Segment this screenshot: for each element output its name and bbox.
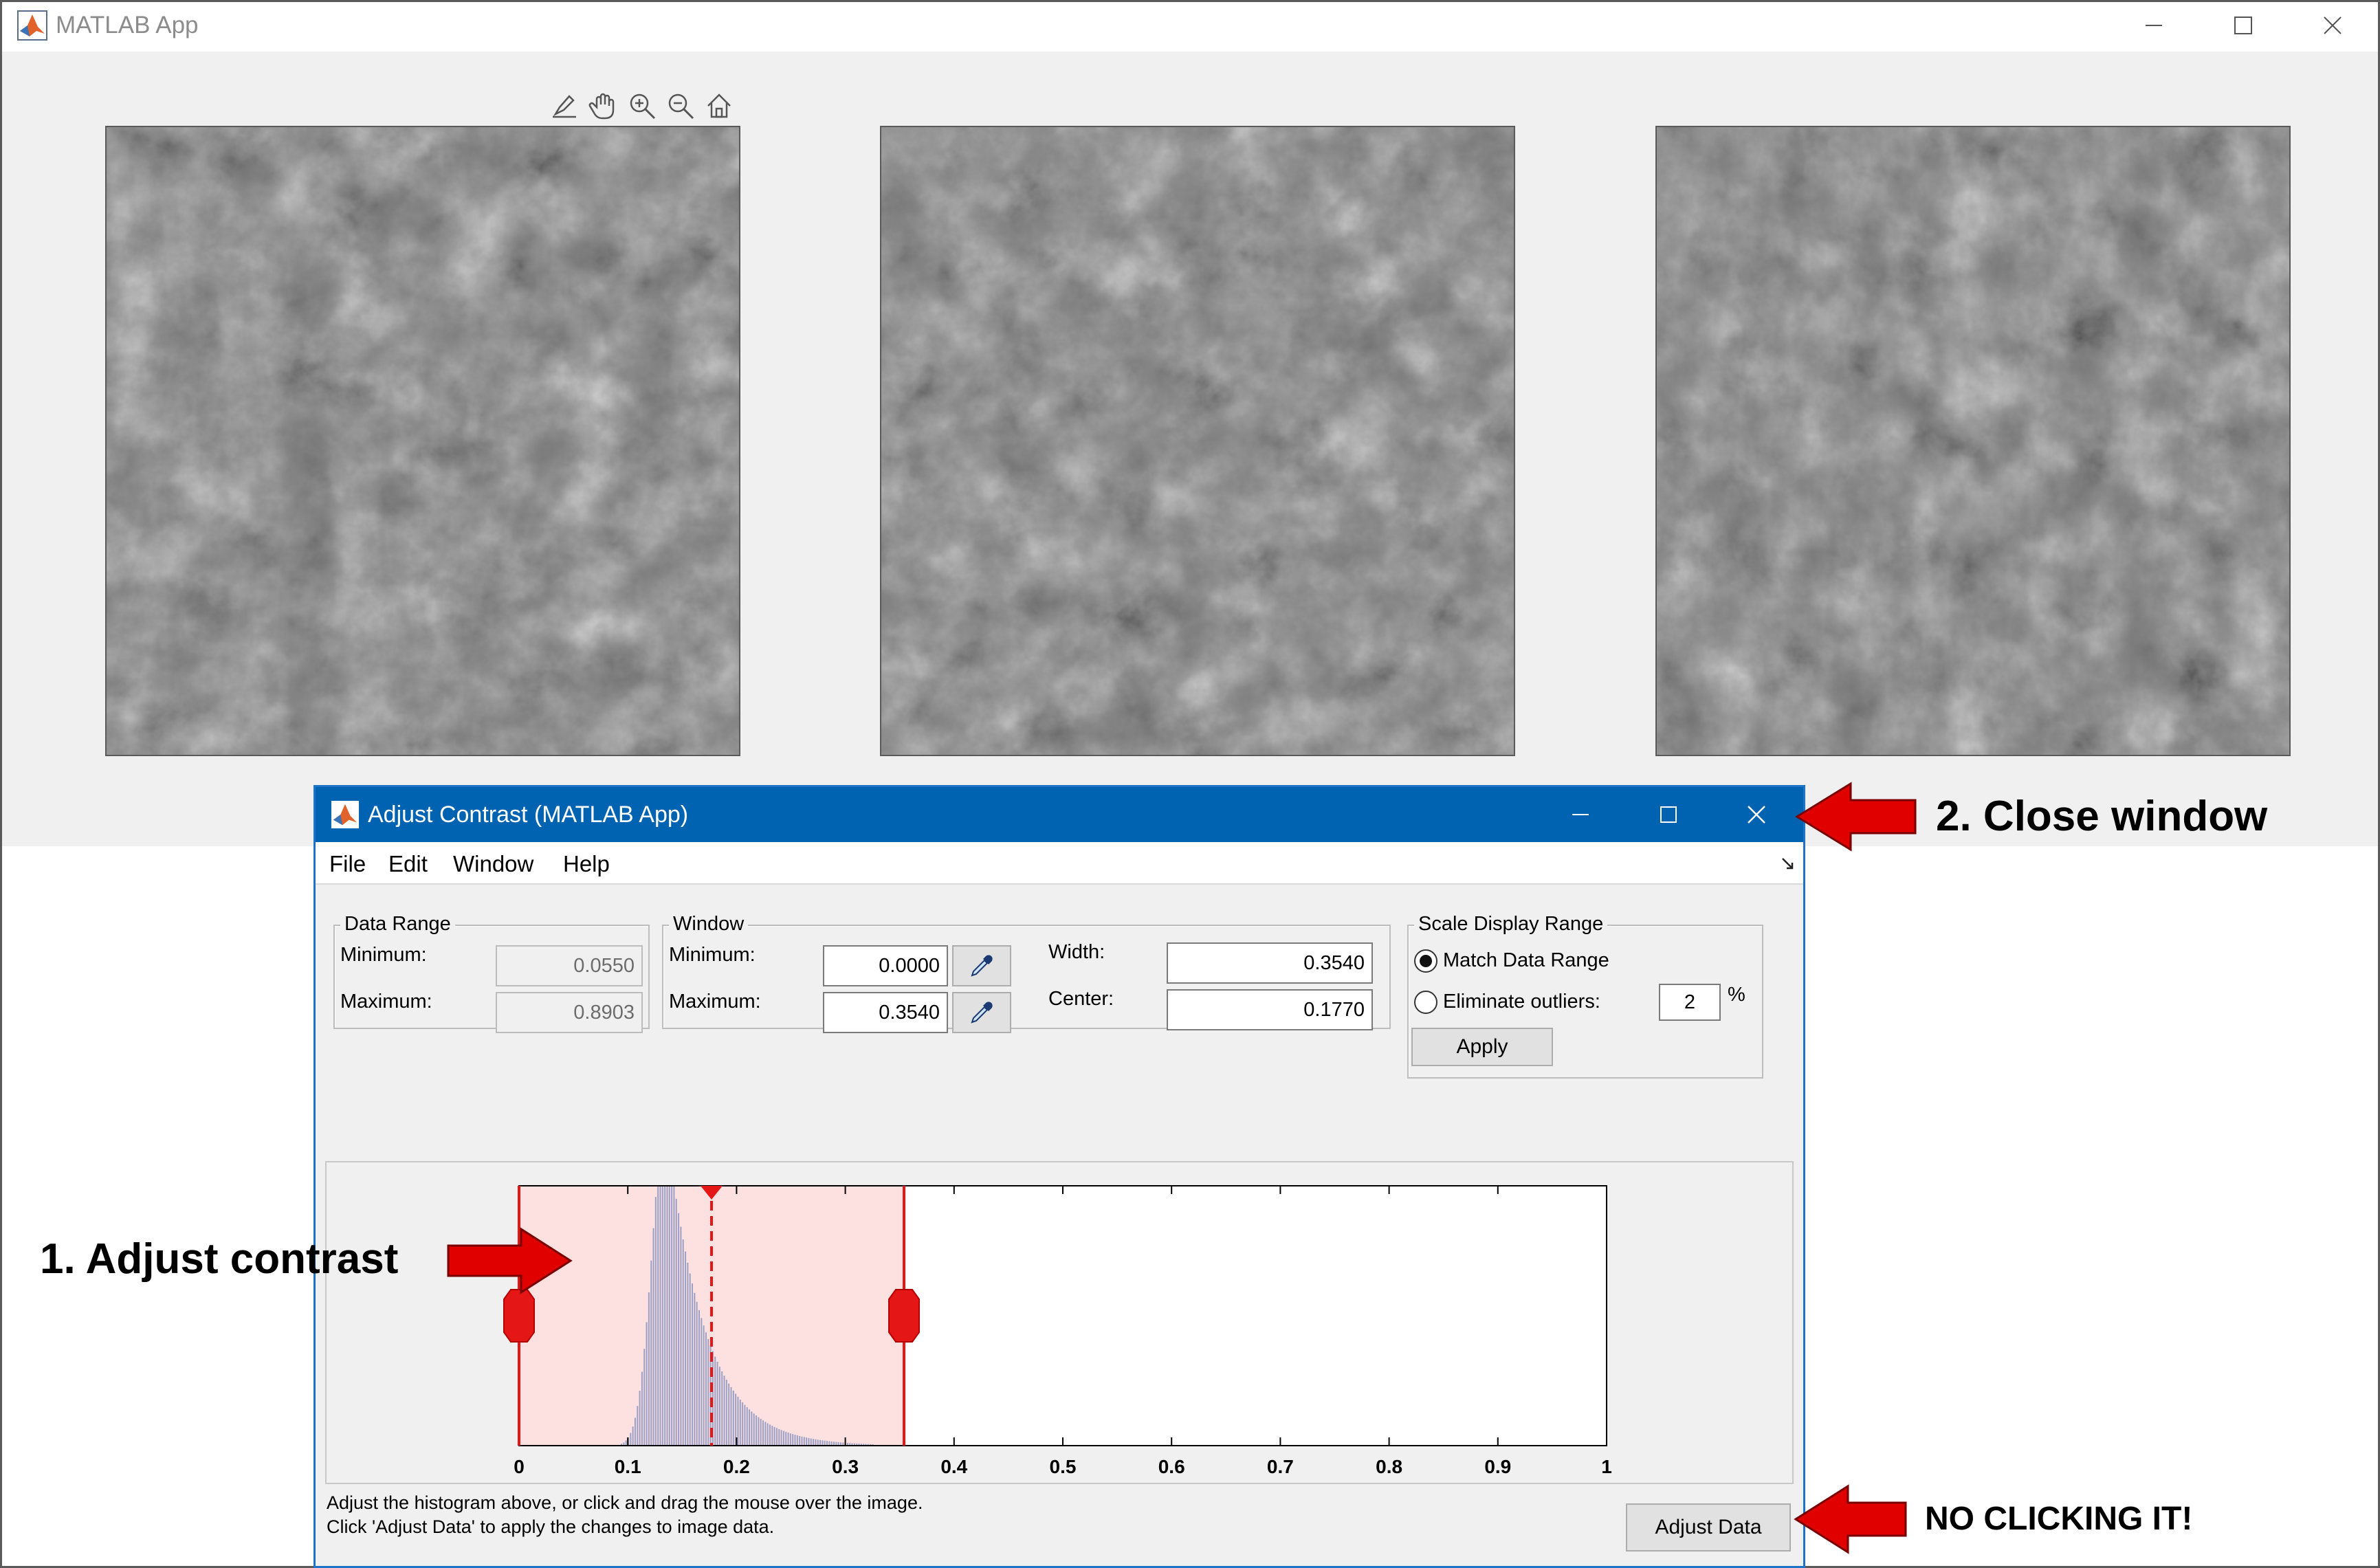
no-click-arrow-icon bbox=[1794, 1484, 1907, 1554]
window-center-handle bbox=[701, 1186, 723, 1200]
maximize-icon bbox=[1660, 806, 1677, 823]
data-range-group: Data Range Minimum: 0.0550 Maximum: 0.89… bbox=[333, 912, 650, 1033]
data-max-label: Maximum: bbox=[340, 991, 432, 1013]
window-center-label: Center: bbox=[1048, 988, 1114, 1010]
image-axes-2[interactable] bbox=[880, 126, 1515, 756]
dialog-minimize-button[interactable] bbox=[1536, 787, 1624, 842]
grayscale-texture-image bbox=[881, 127, 1514, 755]
x-tick-label: 0.2 bbox=[723, 1456, 750, 1477]
pan-tool[interactable] bbox=[585, 87, 622, 124]
apply-button[interactable]: Apply bbox=[1411, 1028, 1553, 1066]
scale-title: Scale Display Range bbox=[1414, 912, 1608, 936]
histogram-axes[interactable]: 0 0.1 0.2 0.3 0.4 0.5 0.6 0.7 0.8 0.9 1 bbox=[327, 1162, 1792, 1483]
histogram-panel: 0 0.1 0.2 0.3 0.4 0.5 0.6 0.7 0.8 0.9 1 bbox=[325, 1161, 1794, 1484]
dock-arrow-icon[interactable] bbox=[1780, 856, 1796, 872]
x-tick-label: 0.5 bbox=[1050, 1456, 1077, 1477]
window-min-label: Minimum: bbox=[669, 944, 756, 966]
adjust-data-button[interactable]: Adjust Data bbox=[1626, 1503, 1791, 1552]
menu-bar: File Edit Window Help bbox=[316, 842, 1803, 885]
eyedropper-icon bbox=[971, 1002, 993, 1024]
match-data-range-radio[interactable] bbox=[1414, 949, 1437, 973]
x-tick-label: 0.1 bbox=[615, 1456, 641, 1477]
data-min-field: 0.0550 bbox=[496, 945, 643, 986]
grayscale-texture-image bbox=[107, 127, 739, 755]
minimize-button[interactable] bbox=[2113, 2, 2195, 49]
matlab-logo-icon bbox=[17, 10, 47, 41]
image-axes-1[interactable] bbox=[105, 126, 740, 756]
instructions-line-1: Adjust the histogram above, or click and… bbox=[327, 1492, 923, 1513]
x-tick-label: 0.4 bbox=[940, 1456, 967, 1477]
menu-edit[interactable]: Edit bbox=[388, 851, 428, 876]
window-width-input[interactable]: 0.3540 bbox=[1167, 942, 1373, 984]
window-max-eyedropper-button[interactable] bbox=[952, 992, 1011, 1033]
annotation-adjust-contrast: 1. Adjust contrast bbox=[40, 1235, 399, 1283]
dialog-titlebar[interactable]: Adjust Contrast (MATLAB App) bbox=[316, 787, 1803, 842]
zoom-in-icon bbox=[630, 93, 656, 120]
x-tick-label: 0.7 bbox=[1267, 1456, 1294, 1477]
window-title: Window bbox=[669, 912, 749, 936]
brush-icon bbox=[553, 95, 576, 118]
x-tick-label: 0.6 bbox=[1158, 1456, 1185, 1477]
minimize-icon bbox=[2146, 25, 2162, 26]
x-tick-label: 0.9 bbox=[1484, 1456, 1511, 1477]
adjust-contrast-arrow-icon bbox=[447, 1227, 573, 1294]
instructions-line-2: Click 'Adjust Data' to apply the changes… bbox=[327, 1516, 775, 1537]
x-tick-label: 0 bbox=[514, 1456, 525, 1477]
eliminate-outliers-label[interactable]: Eliminate outliers: bbox=[1443, 991, 1600, 1013]
zoom-in-tool[interactable] bbox=[624, 87, 661, 124]
eliminate-outliers-radio[interactable] bbox=[1414, 991, 1437, 1014]
close-button[interactable] bbox=[2291, 2, 2374, 49]
restore-view-home-icon bbox=[707, 93, 731, 118]
menu-help[interactable]: Help bbox=[563, 851, 610, 876]
close-icon bbox=[1748, 806, 1765, 824]
data-max-field: 0.8903 bbox=[496, 992, 643, 1033]
axes-toolbar bbox=[547, 86, 739, 126]
matlab-logo-icon bbox=[331, 800, 360, 829]
outlier-percent-input[interactable]: 2 bbox=[1659, 984, 1721, 1021]
dialog-maximize-button[interactable] bbox=[1624, 787, 1712, 842]
window-max-label: Maximum: bbox=[669, 991, 761, 1013]
window-min-handle bbox=[503, 1289, 535, 1343]
zoom-out-icon bbox=[668, 93, 694, 120]
instructions-text: Adjust the histogram above, or click and… bbox=[327, 1491, 923, 1539]
window-group: Window Minimum: 0.0000 Maximum: 0.3540 W… bbox=[662, 912, 1391, 1033]
close-window-arrow-icon bbox=[1795, 782, 1917, 852]
x-tick-label: 1 bbox=[1601, 1456, 1612, 1477]
window-max-handle bbox=[888, 1289, 921, 1343]
grayscale-texture-image bbox=[1657, 127, 2289, 755]
window-width-label: Width: bbox=[1048, 941, 1105, 963]
annotation-no-clicking: NO CLICKING IT! bbox=[1925, 1501, 2193, 1537]
adjust-contrast-dialog: Adjust Contrast (MATLAB App) File Edit W… bbox=[313, 785, 1805, 1568]
match-data-range-label[interactable]: Match Data Range bbox=[1443, 949, 1609, 971]
x-tick-label: 0.8 bbox=[1376, 1456, 1402, 1477]
dialog-close-button[interactable] bbox=[1712, 787, 1800, 842]
window-min-input[interactable]: 0.0000 bbox=[823, 945, 948, 986]
restore-view-tool[interactable] bbox=[701, 87, 738, 124]
maximize-button[interactable] bbox=[2202, 2, 2284, 49]
brush-tool[interactable] bbox=[547, 87, 584, 124]
window-min-eyedropper-button[interactable] bbox=[952, 945, 1011, 986]
percent-sign: % bbox=[1728, 984, 1745, 1006]
window-max-input[interactable]: 0.3540 bbox=[823, 992, 948, 1033]
dialog-title: Adjust Contrast (MATLAB App) bbox=[368, 802, 689, 828]
close-icon bbox=[2324, 16, 2342, 34]
zoom-out-tool[interactable] bbox=[662, 87, 699, 124]
data-range-title: Data Range bbox=[340, 912, 455, 936]
window-title: MATLAB App bbox=[56, 12, 199, 38]
main-titlebar[interactable]: MATLAB App bbox=[2, 2, 2378, 52]
scale-display-range-group: Scale Display Range Match Data Range Eli… bbox=[1407, 912, 1763, 1079]
eyedropper-icon bbox=[971, 955, 993, 977]
image-axes-3[interactable] bbox=[1655, 126, 2291, 756]
pan-hand-icon bbox=[588, 93, 615, 120]
data-min-label: Minimum: bbox=[340, 944, 427, 966]
x-tick-label: 0.3 bbox=[832, 1456, 859, 1477]
maximize-icon bbox=[2234, 16, 2252, 34]
annotation-close-window: 2. Close window bbox=[1936, 793, 2268, 840]
window-center-input[interactable]: 0.1770 bbox=[1167, 989, 1373, 1030]
menu-window[interactable]: Window bbox=[453, 851, 534, 876]
minimize-icon bbox=[1572, 814, 1589, 815]
menu-file[interactable]: File bbox=[329, 851, 366, 876]
